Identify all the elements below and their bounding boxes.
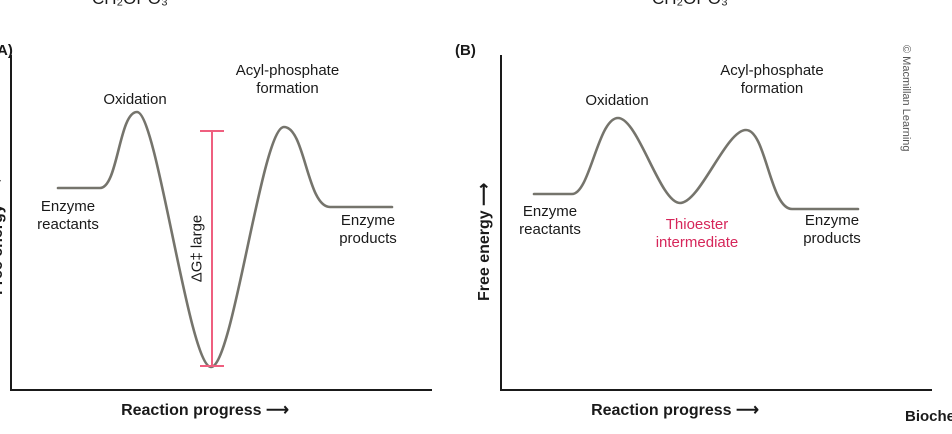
panel-b-acyl-phosphate-label: Acyl-phosphate formation bbox=[720, 62, 824, 97]
panel-b-x-axis-label: Reaction progress ⟶ bbox=[591, 402, 759, 419]
delta-g-marker bbox=[200, 130, 224, 367]
panel-b-y-axis-label: Free energy ⟶ bbox=[476, 182, 493, 302]
panel-a-reactants-label: Enzyme reactants bbox=[37, 198, 99, 233]
panel-a-products-label: Enzyme products bbox=[339, 212, 397, 247]
panel-a-delta-g-label: ΔG‡ large bbox=[188, 214, 206, 283]
panel-b-products-label: Enzyme products bbox=[803, 212, 861, 247]
panel-a-y-axis-label: Free energy ⟶ bbox=[0, 177, 6, 295]
formula-a: CH₂OPO₃²⁻ bbox=[92, 0, 183, 9]
panel-a-oxidation-label: Oxidation bbox=[103, 91, 167, 108]
panel-b-reactants-label: Enzyme reactants bbox=[519, 203, 581, 238]
panel-b-thioester-intermediate-label: Thioester intermediate bbox=[655, 216, 739, 251]
panel-b-tag: (B) bbox=[455, 42, 476, 59]
formula-b: CH₂OPO₃²⁻ bbox=[652, 0, 743, 9]
corner-text: Bioche bbox=[905, 408, 952, 425]
panel-b-oxidation-label: Oxidation bbox=[585, 92, 649, 109]
panel-b-energy-curve bbox=[532, 116, 860, 211]
panel-a-tag: (A) bbox=[0, 42, 13, 59]
panel-a-x-axis-label: Reaction progress ⟶ bbox=[121, 402, 289, 419]
panel-a-acyl-phosphate-label: Acyl-phosphate formation bbox=[235, 62, 340, 97]
credit-macmillan: © Macmillan Learning bbox=[900, 45, 912, 152]
